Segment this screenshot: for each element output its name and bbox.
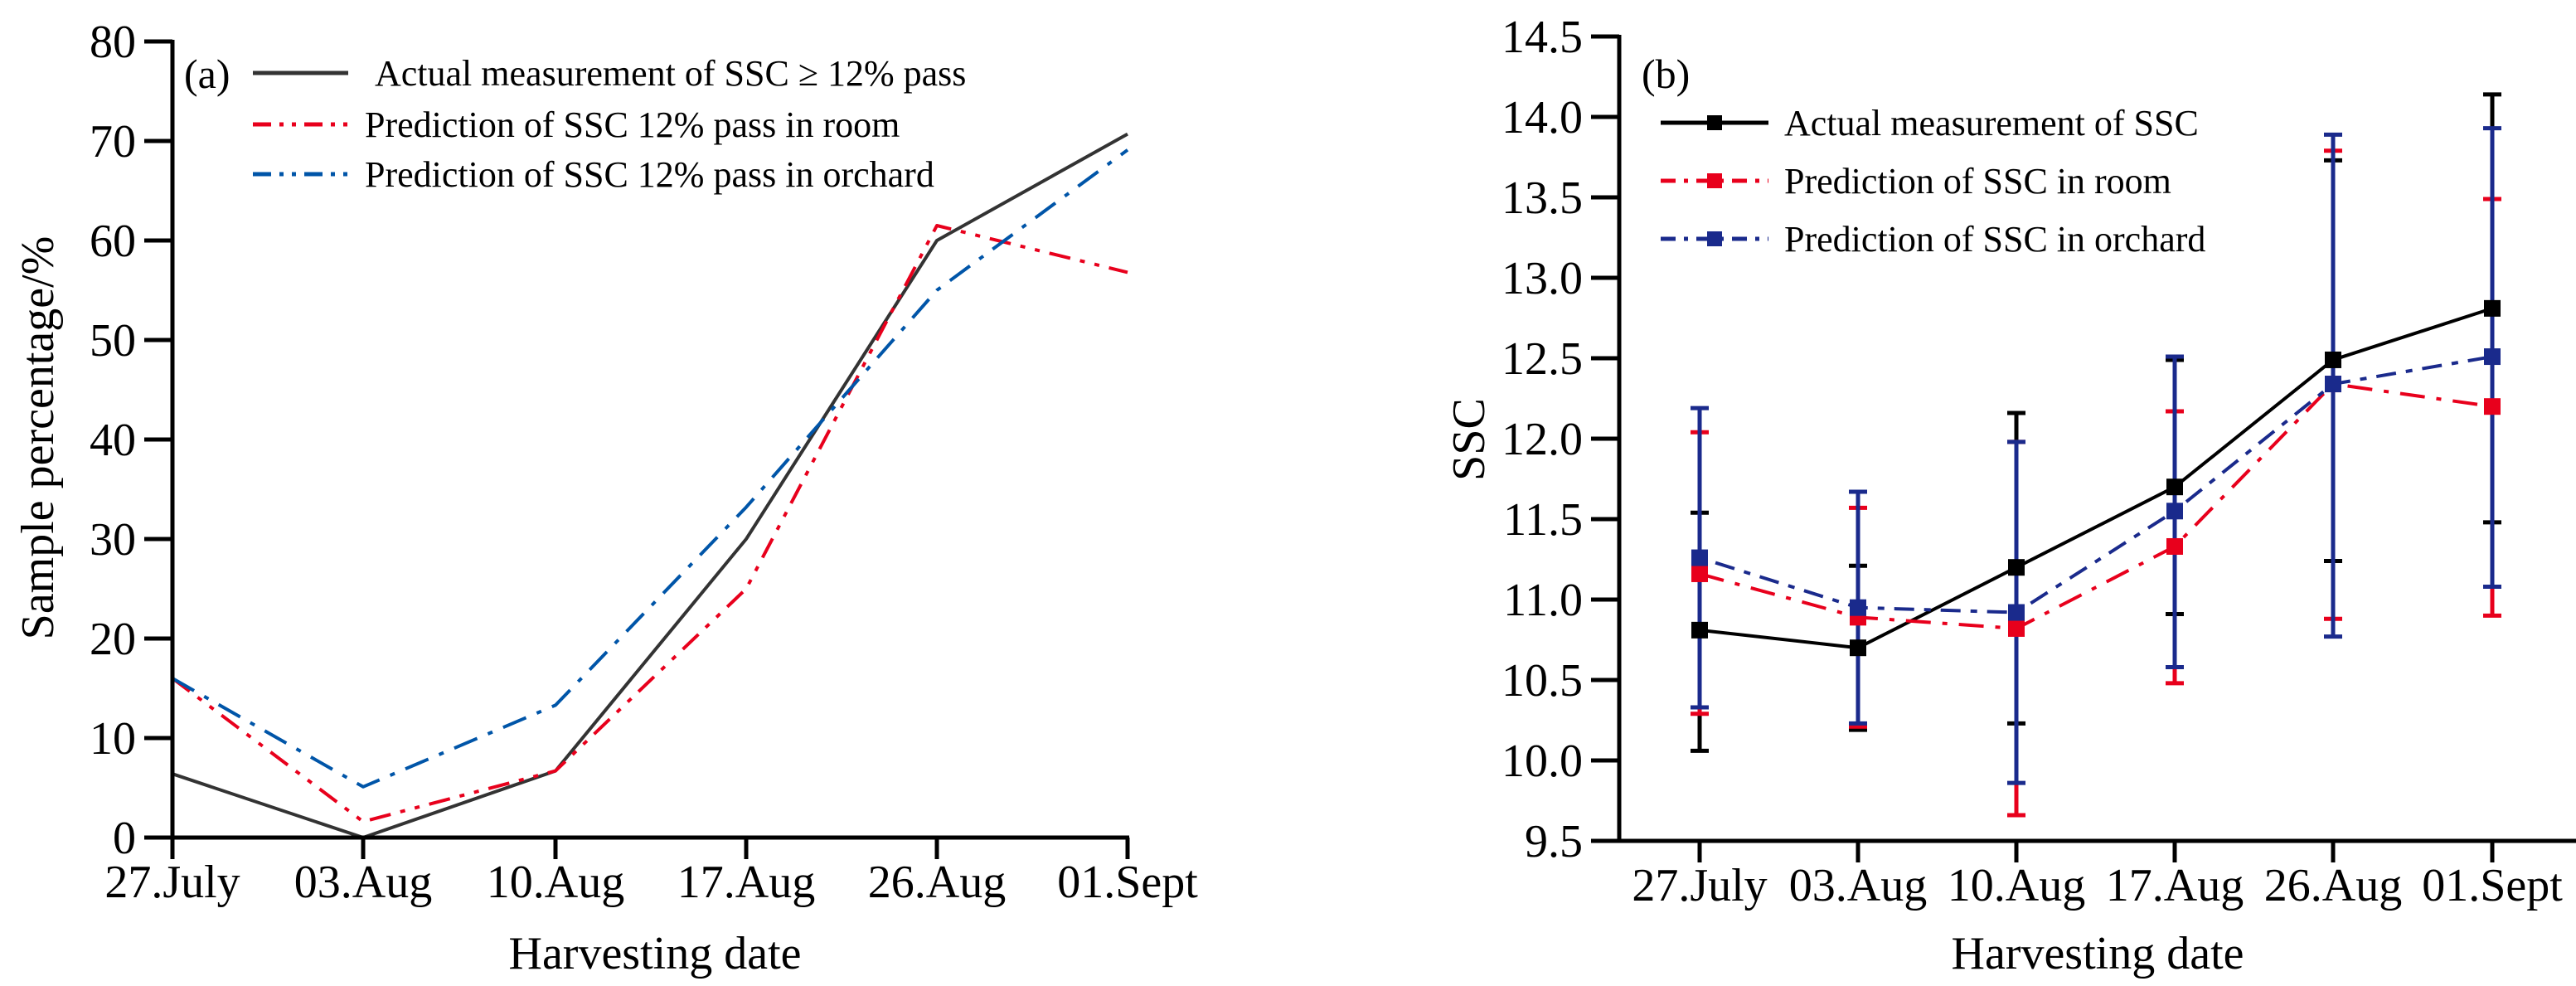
chart-b-x-ticks: 27.July 03.Aug 10.Aug 17.Aug 26.Aug 01.Sept: [1632, 841, 2563, 911]
x-tick-label: 17.Aug: [677, 857, 815, 908]
y-tick-label: 12.0: [1501, 414, 1583, 465]
legend-label-1: Prediction of SSC in room: [1784, 161, 2171, 202]
y-tick-label: 12.5: [1501, 333, 1583, 385]
x-tick-label: 03.Aug: [1789, 860, 1927, 911]
data-point-marker: [1691, 565, 1708, 582]
x-tick-label: 03.Aug: [294, 857, 432, 908]
chart-b: 9.5 10.0 10.5 11.0 11.5 12.0 12.5 13.0 13.5 14.0 1…: [1443, 12, 2576, 979]
y-tick-label: 13.5: [1501, 172, 1583, 224]
data-point-marker: [2166, 537, 2183, 555]
y-tick-label: 9.5: [1525, 816, 1583, 867]
x-tick-label: 10.Aug: [487, 857, 624, 908]
x-tick-label: 17.Aug: [2106, 860, 2244, 911]
series-line-1: [171, 224, 1128, 823]
legend-label-0: Actual measurement of SSC ≥ 12% pass: [375, 53, 966, 94]
chart-a-y-axis-label: Sample percentage/%: [12, 236, 64, 640]
data-point-marker: [1850, 599, 1866, 616]
y-tick-label: 11.0: [1503, 575, 1583, 626]
chart-b-y-ticks: 9.5 10.0 10.5 11.0 11.5 12.0 12.5 13.0 13.5 14.0 1…: [1501, 12, 1619, 867]
legend-label-2: Prediction of SSC 12% pass in orchard: [365, 154, 934, 195]
x-tick-label: 01.Sept: [1057, 857, 1198, 908]
data-point-marker: [2008, 559, 2025, 576]
y-tick-label: 14.0: [1501, 92, 1583, 143]
y-tick-label: 30: [90, 514, 136, 566]
series-line-2: [1699, 355, 2493, 614]
chart-a: 0 10 20 30 40 50 60 70 80 27.July 03.Aug 10.Aug 17.…: [12, 17, 1198, 979]
y-tick-label: 14.5: [1501, 12, 1583, 63]
y-tick-label: 10.0: [1501, 736, 1583, 787]
legend-label-0: Actual measurement of SSC: [1784, 103, 2199, 143]
legend-marker: [1707, 115, 1722, 130]
legend-marker: [1707, 173, 1722, 188]
series-line-1: [1699, 382, 2493, 630]
data-point-marker: [2484, 299, 2501, 317]
y-tick-label: 40: [90, 415, 136, 466]
data-point-marker: [1691, 621, 1708, 639]
chart-b-series: [1691, 92, 2501, 818]
data-point-marker: [2166, 503, 2183, 520]
data-point-marker: [2325, 376, 2341, 393]
legend-marker: [1707, 231, 1722, 246]
y-tick-label: 60: [90, 216, 136, 267]
data-point-marker: [2484, 348, 2501, 366]
y-tick-label: 13.0: [1501, 253, 1583, 304]
data-point-marker: [1850, 639, 1866, 657]
y-tick-label: 11.5: [1503, 494, 1583, 546]
chart-a-legend: Actual measurement of SSC ≥ 12% pass Pred…: [253, 53, 966, 195]
y-tick-label: 10: [90, 713, 136, 765]
y-tick-label: 80: [90, 17, 136, 68]
chart-a-y-ticks: 0 10 20 30 40 50 60 70 80: [90, 17, 172, 864]
x-tick-label: 01.Sept: [2422, 860, 2563, 911]
y-tick-label: 70: [90, 116, 136, 168]
series-line-0: [1699, 306, 2493, 650]
legend-label-1: Prediction of SSC 12% pass in room: [365, 104, 900, 145]
legend-label-2: Prediction of SSC in orchard: [1784, 219, 2205, 260]
series-line-0: [172, 132, 1128, 839]
data-point-marker: [2008, 604, 2025, 621]
data-point-marker: [2325, 351, 2341, 368]
series-line-2: [172, 148, 1129, 789]
x-tick-label: 26.Aug: [2264, 860, 2402, 911]
y-tick-label: 20: [90, 614, 136, 665]
data-point-marker: [1691, 549, 1708, 566]
x-tick-label: 27.July: [1632, 860, 1767, 911]
y-tick-label: 50: [90, 315, 136, 367]
chart-a-x-ticks: 27.July 03.Aug 10.Aug 17.Aug 26.Aug 01.Sept: [104, 838, 1198, 908]
chart-b-y-axis-label: SSC: [1443, 398, 1495, 481]
data-point-marker: [2166, 478, 2183, 496]
chart-b-x-axis-label: Harvesting date: [1952, 928, 2244, 979]
y-tick-label: 10.5: [1501, 655, 1583, 707]
chart-b-panel-label: (b): [1642, 51, 1690, 97]
chart-a-panel-label: (a): [184, 51, 230, 97]
data-point-marker: [2484, 398, 2501, 415]
x-tick-label: 26.Aug: [868, 857, 1006, 908]
x-tick-label: 10.Aug: [1948, 860, 2085, 911]
y-tick-label: 0: [113, 813, 136, 864]
x-tick-label: 27.July: [104, 857, 240, 908]
chart-a-series: [171, 132, 1129, 839]
data-point-marker: [2008, 619, 2025, 637]
chart-b-legend: Actual measurement of SSC Prediction of S…: [1661, 103, 2205, 260]
chart-a-x-axis-label: Harvesting date: [509, 928, 802, 979]
